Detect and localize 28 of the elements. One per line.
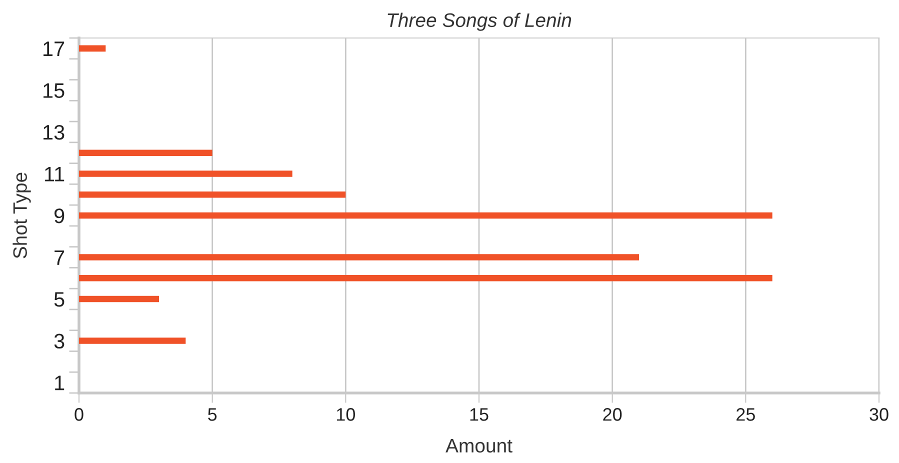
y-tick-label: 13 — [44, 124, 64, 140]
y-axis-title: Shot Type — [12, 172, 31, 258]
x-tick-label: 15 — [470, 408, 488, 421]
x-tick-label: 0 — [74, 408, 84, 421]
x-tick-label: 30 — [870, 408, 888, 421]
bar — [79, 338, 186, 344]
bar — [79, 212, 772, 219]
bar — [79, 275, 772, 282]
bar — [79, 191, 346, 198]
bar — [79, 45, 106, 52]
x-tick-label: 20 — [603, 408, 622, 421]
y-tick-label: 7 — [54, 250, 64, 265]
bar — [79, 254, 639, 260]
bar — [79, 296, 159, 302]
bar — [79, 170, 292, 177]
y-tick-label: 15 — [44, 83, 64, 98]
bar — [79, 150, 212, 156]
y-tick-label: 5 — [54, 292, 64, 307]
y-tick-label: 11 — [45, 166, 64, 182]
y-tick-label: 1 — [55, 376, 64, 390]
y-tick-label: 3 — [54, 334, 64, 349]
chart-title: Three Songs of Lenin — [388, 12, 572, 31]
x-tick-label: 5 — [208, 408, 217, 421]
y-tick-label: 17 — [44, 42, 64, 56]
x-axis-title: Amount — [446, 439, 512, 453]
y-tick-label: 9 — [54, 208, 64, 224]
x-tick-label: 10 — [337, 408, 356, 421]
x-tick-label: 25 — [736, 408, 755, 421]
